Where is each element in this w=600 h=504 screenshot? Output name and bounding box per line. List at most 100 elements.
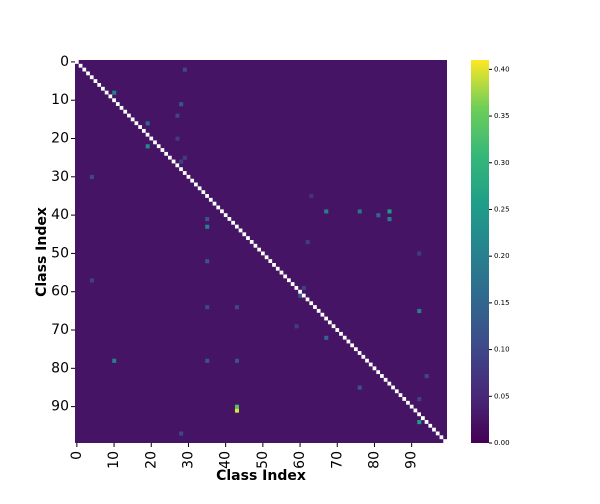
diagonal-cell [223,213,228,218]
diagonal-cell [439,435,444,440]
x-tick-label: 40 [218,451,234,469]
heat-cell [182,67,187,72]
x-tick-label: 50 [255,451,271,469]
diagonal-cell [406,400,410,405]
heat-cell [182,155,187,160]
heat-cell [417,251,422,256]
diagonal-cell [331,324,336,329]
heat-cell [376,213,381,218]
heat-cell [179,102,184,107]
diagonal-cell [205,194,209,198]
diagonal-cell [212,201,217,206]
heat-cell [205,358,210,363]
diagonal-cell [216,205,221,210]
diagonal-cell [391,385,395,390]
diagonal-cell [164,151,168,156]
x-tick-label: 80 [366,451,382,469]
heat-cell [179,431,184,436]
diagonal-cell [372,366,377,371]
diagonal-cell [324,316,328,321]
diagonal-cell [413,408,418,413]
colorbar-tick-label: 0.00 [494,439,510,447]
heat-cell [417,308,422,314]
diagonal-cell [186,174,191,179]
diagonal-cell [160,148,165,152]
diagonal-cell [138,125,142,129]
diagonal-cell [346,339,351,344]
diagonal-cell [93,79,98,83]
diagonal-cell [320,312,325,317]
diagonal-cell [242,232,247,237]
diagonal-cell [409,404,414,409]
diagonal-cell [78,63,83,68]
diagonal-cell [432,427,436,432]
diagonal-cell [316,308,321,313]
diagonal-cell [380,374,384,378]
diagonal-cell [97,82,102,87]
diagonal-cell [82,67,87,72]
diagonal-cell [279,270,284,275]
diagonal-cell [383,377,388,382]
diagonal-cell [290,282,295,286]
diagonal-cell [101,86,105,91]
colorbar-tick-label: 0.15 [494,299,510,307]
heat-cell [387,209,392,214]
x-axis-label: Class Index [216,468,306,484]
heat-cell [234,305,239,310]
heat-cell [357,209,362,214]
diagonal-cell [357,351,362,355]
diagonal-cell [220,209,224,214]
diagonal-cell [264,255,269,260]
y-tick-label: 70 [51,322,69,338]
diagonal-cell [435,431,440,436]
heat-cell [89,278,94,283]
diagonal-cell [227,217,232,221]
heat-cell [387,217,392,222]
diagonal-cell [249,240,254,244]
diagonal-cell [231,220,235,225]
diagonal-cell [428,423,433,428]
diagonal-cell [443,439,447,443]
diagonal-cell [89,75,94,80]
heat-cell [234,358,239,363]
heat-cell [424,374,429,379]
heat-cell [175,136,180,141]
y-tick-label: 10 [51,92,69,108]
colorbar [471,60,489,443]
diagonal-cell [123,109,128,114]
colorbar-tick-label: 0.30 [494,159,510,167]
diagonal-cell [130,117,135,122]
diagonal-cell [402,397,407,401]
diagonal-cell [119,105,124,110]
colorbar-tick-label: 0.35 [494,112,510,120]
diagonal-cell [127,113,131,118]
diagonal-cell [261,251,265,256]
diagonal-cell [387,381,392,386]
heat-cell [179,159,184,164]
heat-cell [309,194,314,199]
heat-cell [324,335,329,340]
diagonal-cell [301,293,306,298]
diagonal-cell [156,144,161,149]
diagonal-cell [194,182,198,187]
heat-cell [324,209,329,214]
heat-cell [205,305,210,310]
y-tick-label: 30 [51,169,69,185]
heat-cell [298,293,303,298]
colorbar-tick-label: 0.05 [494,392,510,400]
x-tick-label: 30 [180,451,196,469]
diagonal-cell [283,274,288,279]
diagonal-cell [327,320,332,325]
diagonal-cell [171,159,176,164]
colorbar-tick-label: 0.40 [494,65,510,73]
diagonal-cell [75,60,79,64]
diagonal-cell [149,136,154,141]
x-tick-label: 0 [69,451,85,460]
diagonal-cell [272,262,276,267]
diagonal-cell [141,128,146,133]
heat-cell [417,420,422,425]
y-tick-label: 40 [51,207,69,223]
heat-cell [145,144,150,149]
diagonal-cell [339,331,343,336]
